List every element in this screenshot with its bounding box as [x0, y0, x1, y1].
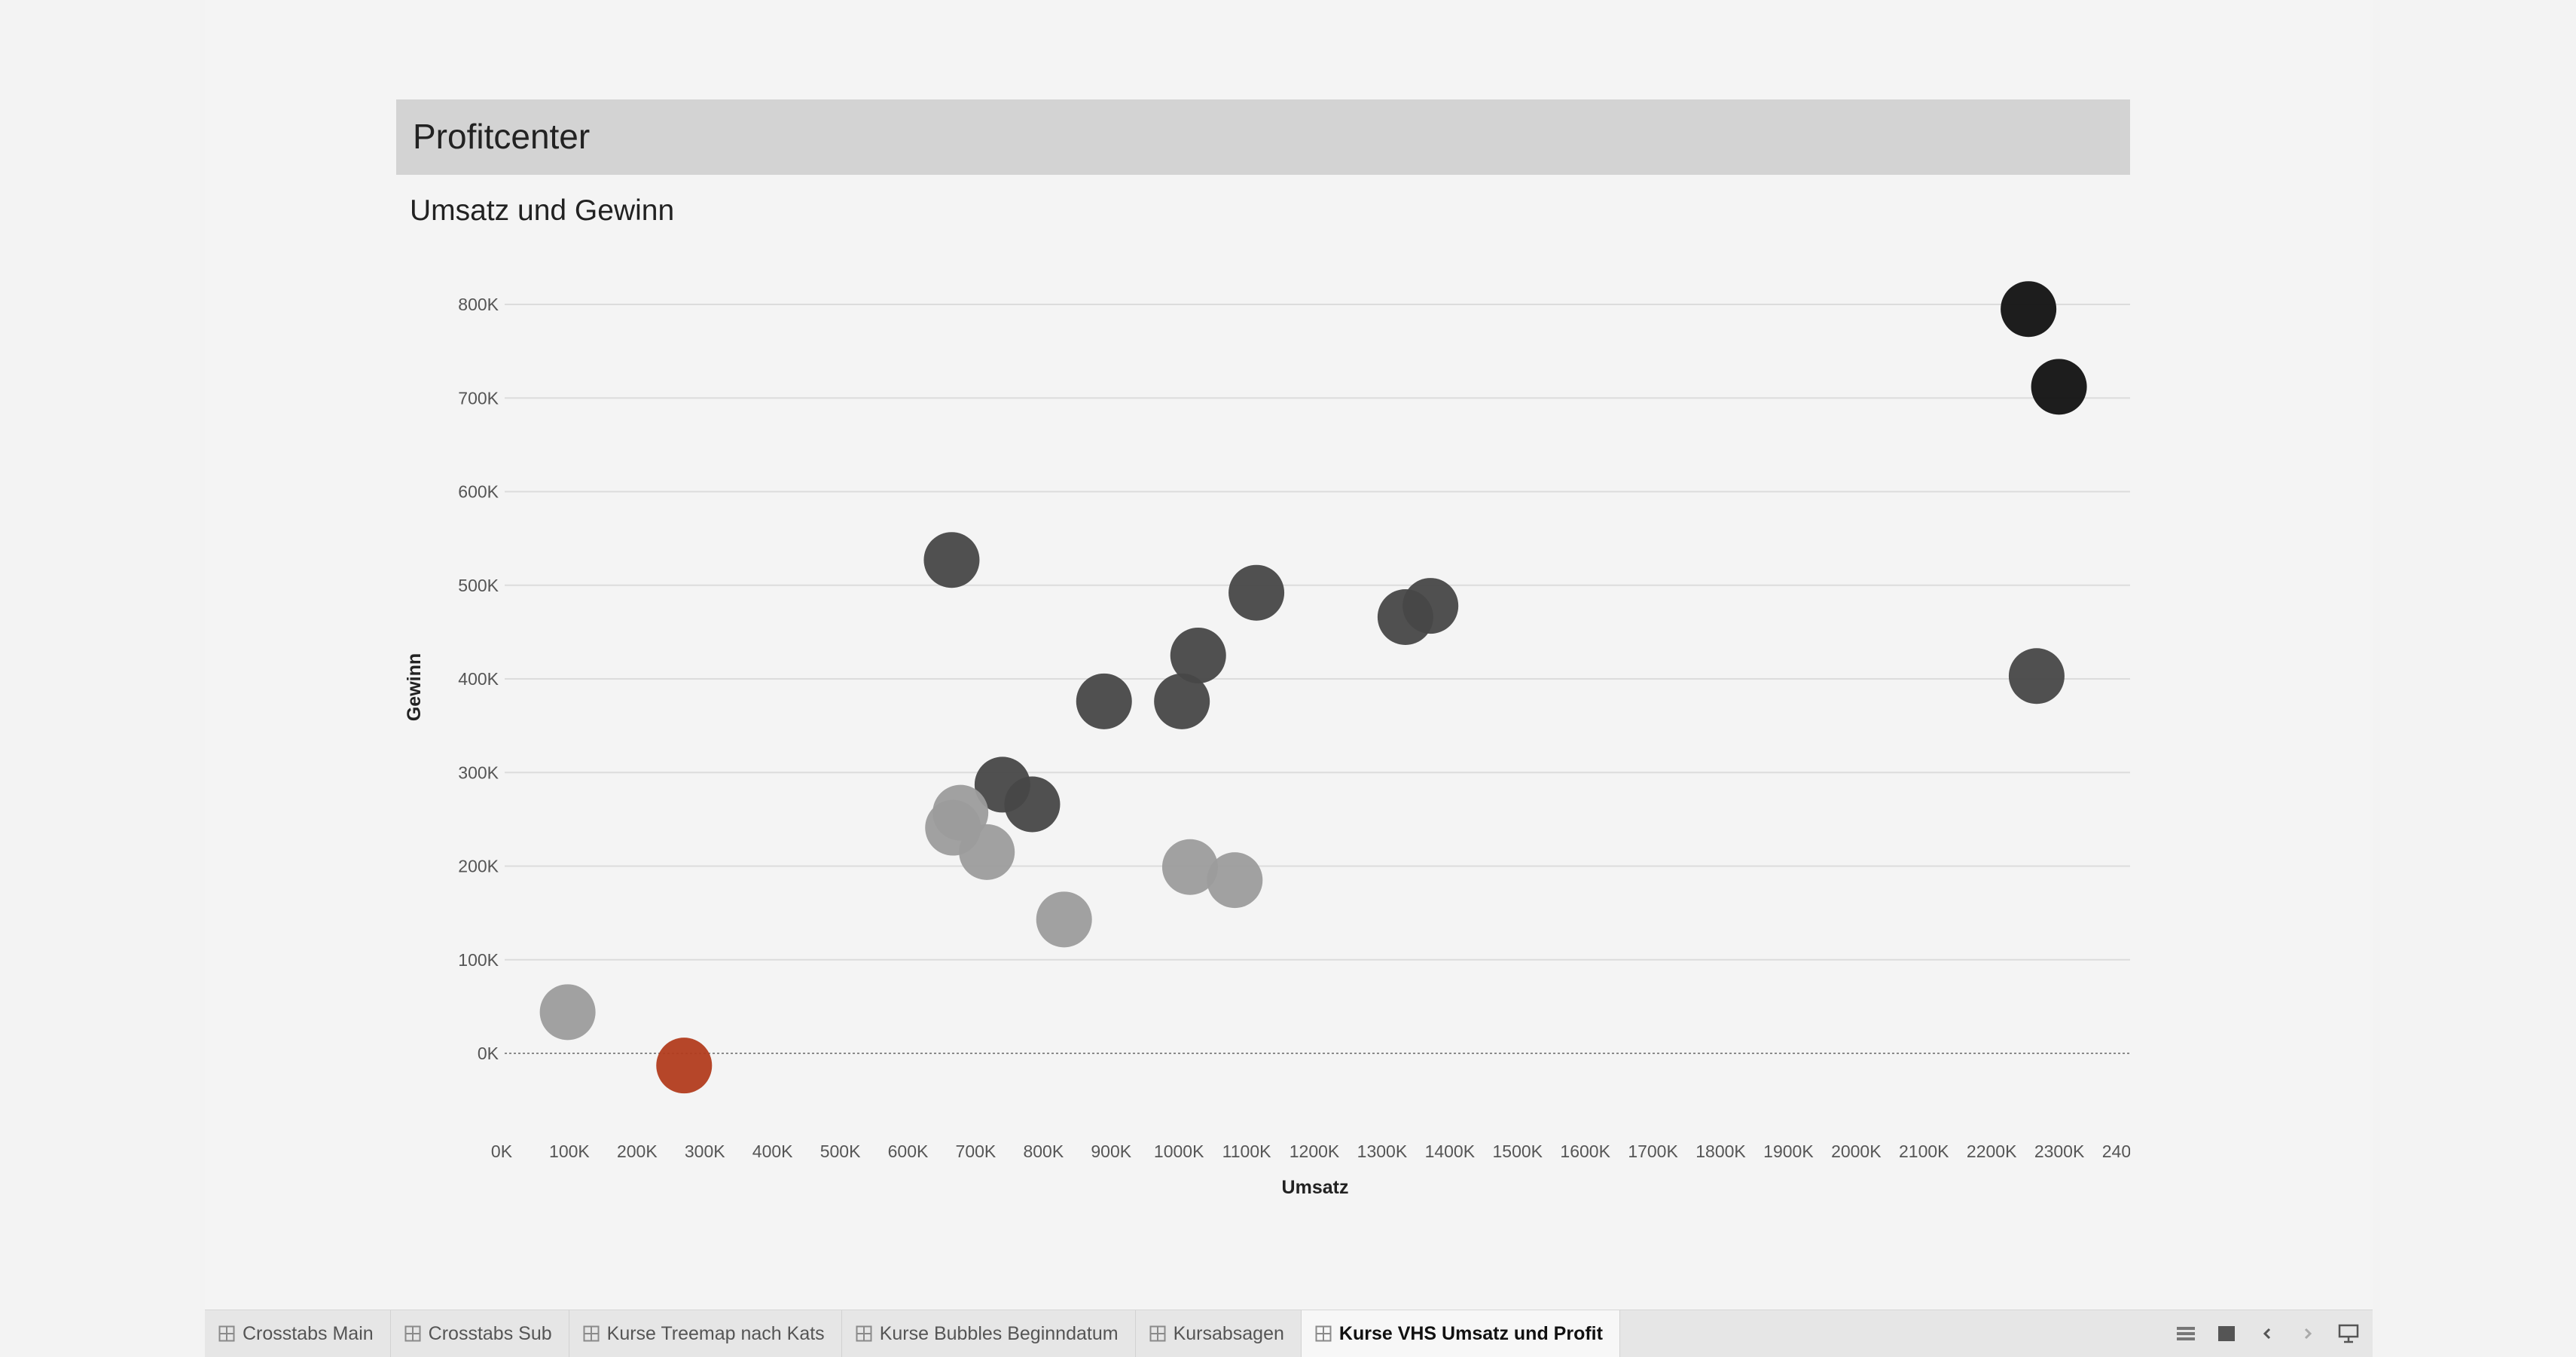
x-tick-label: 2100K: [1899, 1142, 1949, 1161]
dashboard-title: Profitcenter: [413, 117, 591, 156]
x-tick-label: 200K: [617, 1142, 658, 1161]
sheet-grid-icon: [1315, 1325, 1332, 1342]
x-tick-label: 0K: [491, 1142, 513, 1161]
data-point[interactable]: [1154, 673, 1210, 729]
data-point[interactable]: [1402, 578, 1459, 634]
sheet-tab[interactable]: Crosstabs Sub: [391, 1310, 569, 1357]
x-tick-label: 1600K: [1560, 1142, 1610, 1161]
x-tick-label: 900K: [1091, 1142, 1131, 1161]
data-point[interactable]: [1036, 891, 1092, 948]
previous-icon[interactable]: [2257, 1323, 2278, 1344]
y-tick-label: 400K: [458, 669, 499, 689]
workspace: [205, 0, 2373, 1310]
sheet-tab[interactable]: Kurse Treemap nach Kats: [569, 1310, 842, 1357]
sheet-tab-bar: Crosstabs Main Crosstabs Sub Kurse Treemap…: [205, 1310, 2373, 1357]
tab-controls: [2175, 1310, 2373, 1357]
sheet-tab-label: Crosstabs Main: [243, 1322, 374, 1344]
x-tick-label: 100K: [549, 1142, 590, 1161]
sheet-tab-label: Kurse Treemap nach Kats: [606, 1322, 825, 1344]
y-tick-label: 0K: [478, 1044, 499, 1063]
x-axis-title: Umsatz: [1282, 1177, 1349, 1198]
data-point[interactable]: [1207, 852, 1263, 909]
x-tick-label: 1500K: [1492, 1142, 1543, 1161]
sheet-tab[interactable]: Kurse Bubbles Beginndatum: [842, 1310, 1136, 1357]
y-tick-label: 500K: [458, 576, 499, 595]
x-tick-label: 800K: [1023, 1142, 1064, 1161]
x-tick-label: 1000K: [1154, 1142, 1204, 1161]
data-point[interactable]: [2008, 648, 2065, 704]
data-point[interactable]: [539, 984, 596, 1041]
x-tick-label: 400K: [752, 1142, 793, 1161]
sheet-tab[interactable]: Kursabsagen: [1136, 1310, 1302, 1357]
sheet-grid-icon: [856, 1325, 872, 1342]
x-tick-label: 2000K: [1831, 1142, 1882, 1161]
data-point[interactable]: [1228, 564, 1285, 621]
next-icon[interactable]: [2297, 1323, 2318, 1344]
single-view-icon[interactable]: [2216, 1323, 2237, 1344]
y-tick-label: 700K: [458, 388, 499, 408]
grid-view-icon[interactable]: [2175, 1323, 2196, 1344]
y-tick-label: 600K: [458, 482, 499, 502]
data-point[interactable]: [923, 532, 980, 588]
data-point[interactable]: [656, 1038, 713, 1094]
x-tick-label: 1200K: [1290, 1142, 1340, 1161]
dashboard-header: Profitcenter: [396, 99, 2130, 175]
presentation-icon[interactable]: [2338, 1323, 2359, 1344]
data-point[interactable]: [959, 824, 1015, 880]
data-point[interactable]: [1161, 839, 1218, 895]
sheet-tab-label: Kursabsagen: [1173, 1322, 1284, 1344]
x-tick-label: 600K: [888, 1142, 929, 1161]
sheet-tab[interactable]: Kurse VHS Umsatz und Profit: [1301, 1310, 1620, 1357]
x-tick-label: 1800K: [1695, 1142, 1746, 1161]
sheet-grid-icon: [583, 1325, 600, 1342]
y-tick-label: 300K: [458, 763, 499, 782]
sheet-grid-icon: [1149, 1325, 1166, 1342]
x-tick-label: 2200K: [1967, 1142, 2017, 1161]
x-tick-label: 1700K: [1628, 1142, 1678, 1161]
sheet-grid-icon: [218, 1325, 235, 1342]
sheet-tab[interactable]: Crosstabs Main: [205, 1310, 391, 1357]
x-tick-label: 1100K: [1222, 1142, 1271, 1161]
scatter-chart[interactable]: 800K 700K 600K 500K 400K 300K 200K 100K 0K 0K 100K…: [396, 256, 2130, 1221]
x-tick-label: 1900K: [1763, 1142, 1814, 1161]
x-tick-label: 700K: [956, 1142, 997, 1161]
x-tick-label: 2300K: [2034, 1142, 2085, 1161]
sheet-grid-icon: [404, 1325, 421, 1342]
x-tick-label: 1300K: [1357, 1142, 1408, 1161]
data-point[interactable]: [1076, 673, 1132, 729]
data-point[interactable]: [2001, 281, 2057, 338]
x-tick-label: 300K: [685, 1142, 725, 1161]
data-point[interactable]: [1004, 776, 1061, 833]
x-tick-label: 2400K: [2102, 1142, 2130, 1161]
data-point[interactable]: [2031, 359, 2087, 415]
y-tick-label: 100K: [458, 950, 499, 970]
y-tick-label: 200K: [458, 857, 499, 876]
x-tick-label: 500K: [820, 1142, 861, 1161]
sheet-tab-label: Crosstabs Sub: [428, 1322, 552, 1344]
data-point[interactable]: [1170, 627, 1226, 683]
y-axis-title: Gewinn: [404, 653, 425, 721]
chart-title: Umsatz und Gewinn: [410, 194, 675, 227]
sheet-tab-label: Kurse VHS Umsatz und Profit: [1338, 1322, 1603, 1344]
x-tick-label: 1400K: [1425, 1142, 1476, 1161]
y-tick-label: 800K: [458, 295, 499, 314]
sheet-tab-label: Kurse Bubbles Beginndatum: [879, 1322, 1119, 1344]
